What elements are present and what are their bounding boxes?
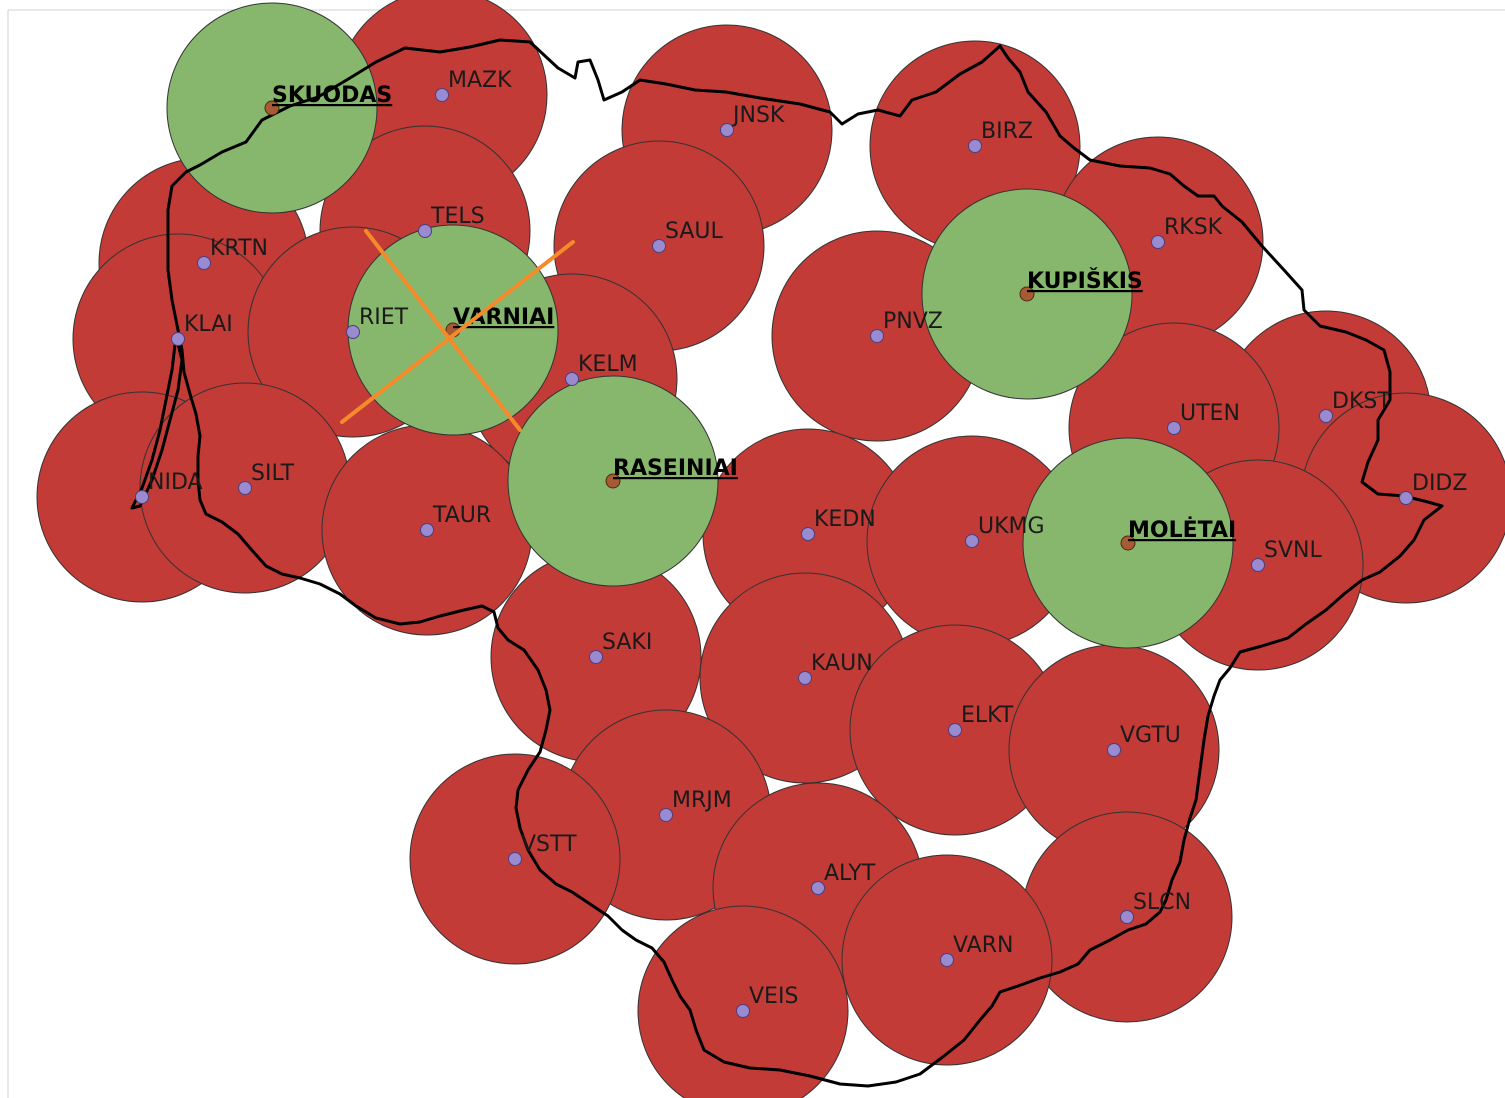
- station-label-svnl: SVNL: [1264, 538, 1322, 563]
- station-label-kaun: KAUN: [811, 651, 873, 676]
- station-point-pnvz[interactable]: [870, 329, 884, 343]
- coverage-circle-veis: [637, 905, 849, 1098]
- station-point-slcn[interactable]: [1120, 910, 1134, 924]
- station-point-vstt[interactable]: [508, 852, 522, 866]
- station-point-riet[interactable]: [346, 325, 360, 339]
- station-label-dkst: DKST: [1332, 389, 1391, 414]
- station-label-silt: SILT: [251, 461, 295, 486]
- station-point-birz[interactable]: [968, 139, 982, 153]
- station-label-nida: NIDA: [148, 470, 203, 495]
- station-point-svnl[interactable]: [1251, 558, 1265, 572]
- station-label-jnsk: JNSK: [731, 103, 785, 128]
- station-label-kelm: KELM: [578, 352, 638, 377]
- site-label-kupiskis: KUPIŠKIS: [1027, 268, 1143, 294]
- station-point-dkst[interactable]: [1319, 409, 1333, 423]
- station-label-alyt: ALYT: [824, 861, 876, 886]
- station-label-vstt: VSTT: [521, 832, 577, 857]
- station-label-mrjm: MRJM: [672, 788, 732, 813]
- station-label-didz: DIDZ: [1412, 471, 1467, 496]
- station-label-uten: UTEN: [1180, 401, 1240, 426]
- station-point-tels[interactable]: [418, 224, 432, 238]
- site-label-skuodas: SKUODAS: [272, 83, 392, 108]
- station-label-vgtu: VGTU: [1120, 723, 1181, 748]
- station-label-ukmg: UKMG: [978, 514, 1045, 539]
- site-point-raseiniai[interactable]: [605, 473, 621, 489]
- points-layer: [135, 88, 1413, 1018]
- site-point-moletai[interactable]: [1120, 535, 1136, 551]
- station-label-riet: RIET: [359, 305, 409, 330]
- station-point-varn[interactable]: [940, 953, 954, 967]
- site-point-kupiskis[interactable]: [1019, 286, 1035, 302]
- station-label-rksk: RKSK: [1164, 215, 1223, 240]
- station-label-elkt: ELKT: [961, 703, 1014, 728]
- country-border: [130, 38, 1444, 1088]
- station-point-kaun[interactable]: [798, 671, 812, 685]
- station-label-pnvz: PNVZ: [883, 309, 943, 334]
- rejection-mark-line: [340, 240, 575, 424]
- site-label-varniai: VARNIAI: [453, 305, 554, 330]
- station-point-didz[interactable]: [1399, 491, 1413, 505]
- labels-layer: MAZK JNSK BIRZ KRTN TELS SAUL RKSK KLAI RIET PNVZ…: [148, 68, 1467, 1009]
- station-point-saki[interactable]: [589, 650, 603, 664]
- station-label-saki: SAKI: [602, 630, 652, 655]
- station-point-elkt[interactable]: [948, 723, 962, 737]
- station-point-taur[interactable]: [420, 523, 434, 537]
- station-point-krtn[interactable]: [197, 256, 211, 270]
- station-point-alyt[interactable]: [811, 881, 825, 895]
- site-point-skuodas[interactable]: [264, 100, 280, 116]
- station-point-rksk[interactable]: [1151, 235, 1165, 249]
- station-label-birz: BIRZ: [981, 119, 1033, 144]
- station-point-kedn[interactable]: [801, 527, 815, 541]
- station-point-kelm[interactable]: [565, 372, 579, 386]
- station-label-veis: VEIS: [749, 984, 798, 1009]
- site-label-moletai: MOLĖTAI: [1128, 517, 1236, 543]
- station-point-mrjm[interactable]: [659, 808, 673, 822]
- station-point-ukmg[interactable]: [965, 534, 979, 548]
- station-point-vgtu[interactable]: [1107, 743, 1121, 757]
- station-point-nida[interactable]: [135, 490, 149, 504]
- station-point-saul[interactable]: [652, 239, 666, 253]
- station-label-mazk: MAZK: [448, 68, 512, 93]
- rejection-mark-line: [364, 229, 522, 432]
- station-label-slcn: SLCN: [1133, 890, 1191, 915]
- station-label-krtn: KRTN: [210, 236, 268, 261]
- station-point-veis[interactable]: [736, 1004, 750, 1018]
- station-point-mazk[interactable]: [435, 88, 449, 102]
- station-label-taur: TAUR: [432, 503, 491, 528]
- station-label-varn: VARN: [953, 933, 1013, 958]
- station-point-uten[interactable]: [1167, 421, 1181, 435]
- station-point-klai[interactable]: [171, 332, 185, 346]
- station-point-silt[interactable]: [238, 481, 252, 495]
- station-label-saul: SAUL: [665, 219, 724, 244]
- site-label-raseiniai: RASEINIAI: [613, 456, 738, 481]
- station-label-klai: KLAI: [184, 312, 233, 337]
- rejection-marks-layer: [340, 229, 575, 432]
- station-point-jnsk[interactable]: [720, 123, 734, 137]
- station-label-tels: TELS: [430, 204, 485, 229]
- country-border-layer: [130, 38, 1444, 1088]
- station-label-kedn: KEDN: [814, 507, 876, 532]
